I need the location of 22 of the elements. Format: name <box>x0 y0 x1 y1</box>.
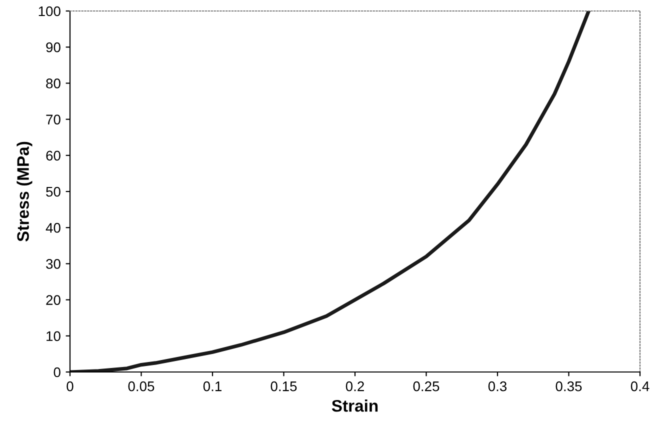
x-tick-label: 0.05 <box>128 381 154 392</box>
y-tick-label: 50 <box>46 186 60 197</box>
x-tick-label: 0.2 <box>346 381 364 392</box>
x-tick-label: 0.15 <box>270 381 297 392</box>
y-tick-label: 90 <box>46 42 60 52</box>
x-tick-label: 0.25 <box>413 381 440 392</box>
y-tick-label: 40 <box>46 222 60 233</box>
y-tick-label: 20 <box>46 295 60 305</box>
x-tick-label: 0 <box>66 381 74 392</box>
y-tick-label: 80 <box>46 78 60 88</box>
y-axis-title: Stress (MPa) <box>16 142 32 242</box>
x-tick-label: 0.4 <box>630 381 650 392</box>
y-tick-label: 70 <box>46 114 60 124</box>
y-tick-label: 100 <box>38 6 60 16</box>
y-tick-label: 30 <box>46 259 60 269</box>
x-tick-label: 0.35 <box>556 381 582 392</box>
x-axis-title: Strain <box>332 400 378 412</box>
y-tick-label: 60 <box>46 150 60 161</box>
y-tick-label: 10 <box>46 331 60 342</box>
x-tick-label: 0.1 <box>203 381 222 392</box>
y-tick-label: 0 <box>54 367 60 378</box>
x-tick-label: 0.3 <box>488 381 507 392</box>
